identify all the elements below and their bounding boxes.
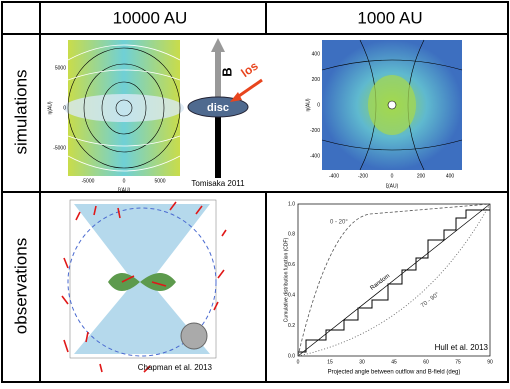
los-label: los (238, 58, 260, 80)
x-tick-label: 5000 (154, 178, 165, 184)
x-tick-label: 75 (455, 359, 461, 365)
y-tick-label: 0.2 (288, 323, 295, 329)
b-label: B (219, 67, 234, 76)
los-arrow (235, 78, 263, 100)
y-tick-label: 5000 (55, 65, 66, 71)
x-tick-label: -5000 (82, 178, 95, 184)
x-tick-label: -200 (358, 173, 368, 179)
x-label: ξ(AU) (118, 187, 131, 193)
curve-label: 0 - 20° (330, 220, 348, 226)
x-tick-label: 0 (123, 178, 126, 184)
credit: Tomisaka 2011 (191, 179, 245, 188)
x-tick-label: 60 (423, 359, 429, 365)
credit: Hull et al. 2013 (435, 343, 489, 352)
sim-right (321, 39, 463, 171)
disc-label: disc (207, 102, 229, 114)
x-tick-label: 45 (391, 359, 397, 365)
y-tick-label: 0.4 (288, 293, 295, 299)
column-header: 1000 AU (357, 8, 422, 27)
obs-left (61, 199, 227, 373)
credit: Chapman et al. 2013 (138, 363, 213, 372)
x-label: ξ(AU) (386, 183, 399, 189)
disc (187, 96, 249, 118)
x-tick-label: 0 (391, 173, 394, 179)
y-tick-label: 0 (63, 105, 66, 111)
row-label: simulations (11, 69, 30, 154)
y-tick-label: -200 (310, 128, 320, 134)
y-label: η(AU) (305, 98, 311, 111)
y-tick-label: 1.0 (288, 201, 295, 207)
x-tick-label: -400 (329, 173, 339, 179)
sim-left (64, 40, 184, 176)
y-tick-label: -5000 (53, 145, 66, 151)
x-tick-label: 15 (327, 359, 333, 365)
x-label: Projected angle between outflow and B-fi… (328, 370, 461, 376)
x-tick-label: 200 (417, 173, 426, 179)
x-tick-label: 30 (359, 359, 365, 365)
y-tick-label: 0.0 (288, 353, 295, 359)
x-tick-label: 400 (446, 173, 455, 179)
arrowhead (230, 92, 242, 102)
column-header: 10000 AU (113, 8, 188, 27)
y-tick-label: 0.6 (288, 262, 295, 268)
cdf-plot (297, 203, 491, 357)
y-tick-label: 0.8 (288, 232, 295, 238)
y-label: Cumulative distribution function (CDF) (283, 237, 289, 322)
y-tick-label: 200 (312, 77, 321, 83)
x-tick-label: 90 (487, 359, 493, 365)
x-tick-label: 0 (297, 359, 300, 365)
y-tick-label: -400 (310, 153, 320, 159)
y-tick-label: 0 (317, 102, 320, 108)
row-label: observations (11, 238, 30, 334)
arrowhead (211, 38, 225, 52)
y-label: η(AU) (47, 101, 53, 114)
y-tick-label: 400 (312, 51, 321, 57)
